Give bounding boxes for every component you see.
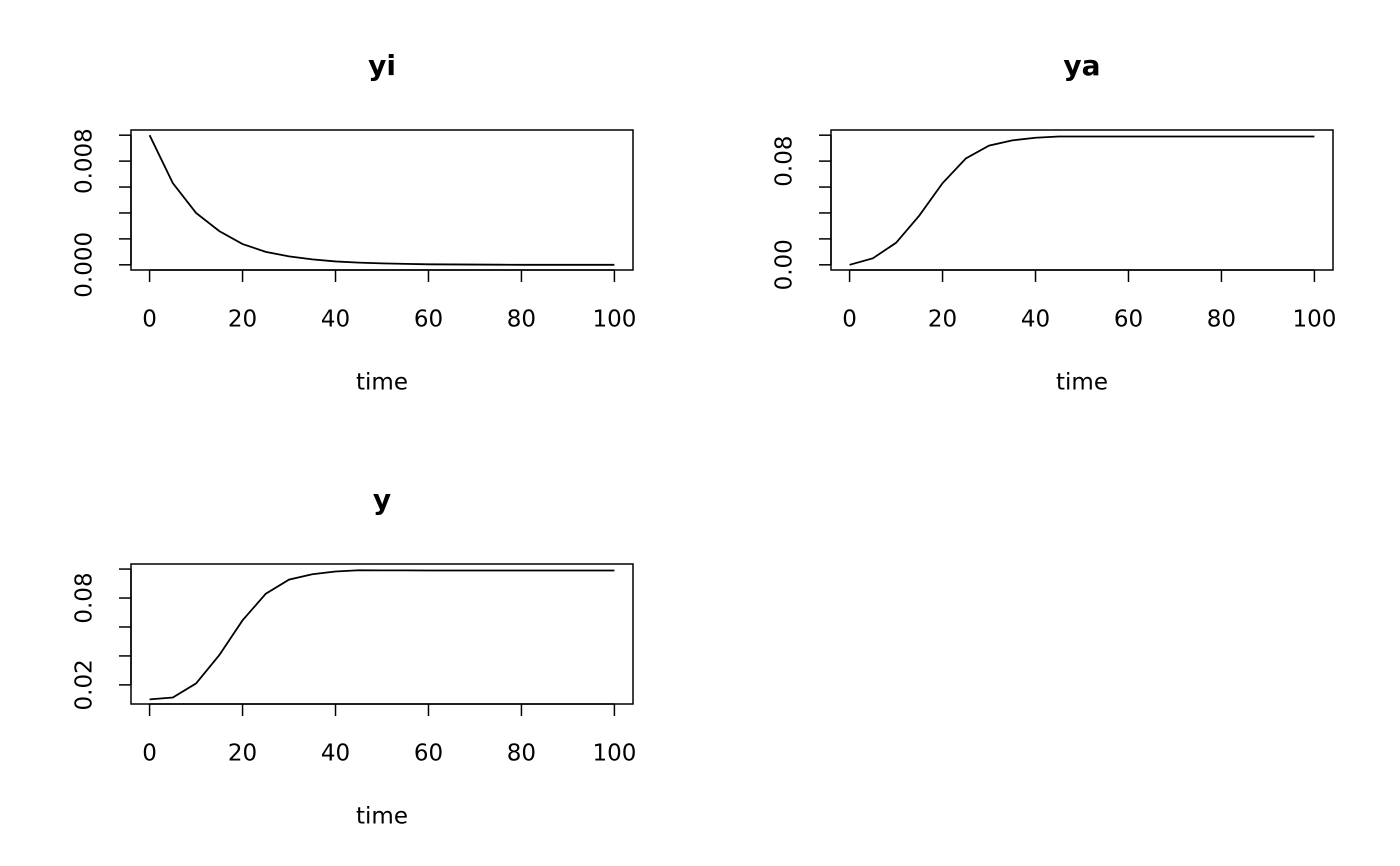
y-tick-label: 0.08 — [72, 572, 98, 623]
x-axis-label: time — [1056, 370, 1108, 396]
x-tick-label: 80 — [507, 307, 536, 333]
plot-box — [130, 129, 634, 271]
data-line — [849, 135, 1315, 266]
plot-box — [830, 129, 1334, 271]
data-line — [149, 569, 615, 701]
x-tick-label: 60 — [1114, 307, 1143, 333]
x-tick-label: 100 — [592, 741, 636, 767]
x-tick-label: 60 — [414, 741, 443, 767]
x-tick-label: 20 — [928, 307, 957, 333]
x-tick-label: 100 — [1292, 307, 1336, 333]
x-tick-label: 0 — [142, 741, 157, 767]
x-tick-label: 20 — [228, 307, 257, 333]
x-tick-label: 40 — [321, 307, 350, 333]
x-tick-label: 100 — [592, 307, 636, 333]
chart-title: y — [373, 483, 391, 516]
x-axis-label: time — [356, 370, 408, 396]
x-tick-label: 20 — [228, 741, 257, 767]
x-tick-label: 40 — [321, 741, 350, 767]
y-tick-label: 0.02 — [72, 659, 98, 710]
x-tick-label: 0 — [142, 307, 157, 333]
plot-box — [130, 563, 634, 705]
x-tick-label: 80 — [1207, 307, 1236, 333]
y-tick-label: 0.000 — [72, 232, 98, 298]
x-tick-label: 0 — [842, 307, 857, 333]
x-tick-label: 60 — [414, 307, 443, 333]
chart-title: ya — [1063, 49, 1100, 82]
x-tick-label: 40 — [1021, 307, 1050, 333]
y-tick-label: 0.00 — [772, 239, 798, 290]
data-line — [148, 134, 615, 266]
y-tick-label: 0.008 — [72, 128, 98, 194]
chart-title: yi — [368, 49, 396, 82]
x-tick-label: 80 — [507, 741, 536, 767]
x-axis-label: time — [356, 804, 408, 830]
y-tick-label: 0.08 — [772, 136, 798, 187]
